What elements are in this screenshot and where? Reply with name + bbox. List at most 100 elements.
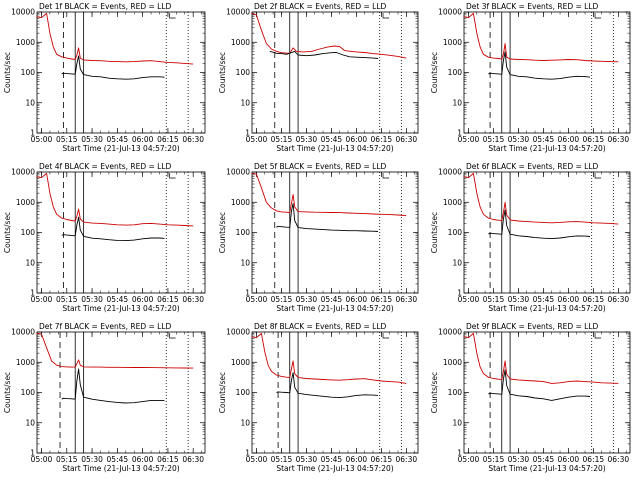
lld-series-line xyxy=(36,332,194,369)
y-tick-label: 1000 xyxy=(16,198,35,207)
corner-marker xyxy=(169,13,176,19)
x-tick-label: 06:30 xyxy=(396,135,418,144)
detector-panel: Det 3f BLACK = Events, RED = LLD 1 10 100 10… xyxy=(430,2,631,153)
detector-panel: Det 7f BLACK = Events, RED = LLD 1 10 100 10… xyxy=(3,322,206,473)
x-tick-label: 05:45 xyxy=(321,455,343,464)
x-tick-label: 05:00 xyxy=(458,295,480,304)
x-axis-label: Start Time (21-Jul-13 04:57:20) xyxy=(488,144,605,153)
lld-series-line xyxy=(463,332,619,384)
x-tick-label: 06:15 xyxy=(157,135,179,144)
x-tick-label: 05:00 xyxy=(31,295,53,304)
y-axis-label: Counts/sec xyxy=(430,212,439,253)
y-tick-label: 10 xyxy=(25,98,35,107)
x-tick-label: 05:00 xyxy=(458,455,480,464)
y-tick-label: 10000 xyxy=(226,8,250,17)
y-tick-label: 10000 xyxy=(438,328,462,337)
y-tick-label: 1000 xyxy=(16,38,35,47)
x-tick-label: 06:30 xyxy=(182,295,204,304)
y-tick-label: 10 xyxy=(25,258,35,267)
y-tick-label: 1000 xyxy=(16,358,35,367)
x-tick-label: 06:15 xyxy=(157,295,179,304)
x-tick-label: 06:30 xyxy=(608,455,630,464)
events-series-line xyxy=(276,372,379,399)
x-tick-label: 05:30 xyxy=(81,135,103,144)
lld-series-line xyxy=(36,12,194,65)
x-tick-label: 05:15 xyxy=(483,135,505,144)
x-tick-label: 06:00 xyxy=(558,455,580,464)
y-tick-label: 1 xyxy=(457,289,462,298)
detector-panel: Det 5f BLACK = Events, RED = LLD 1 10 100 10… xyxy=(218,162,419,313)
x-tick-label: 06:15 xyxy=(371,295,393,304)
y-tick-label: 100 xyxy=(448,228,463,237)
x-tick-label: 06:15 xyxy=(583,455,605,464)
detector-panel: Det 6f BLACK = Events, RED = LLD 1 10 100 10… xyxy=(430,162,631,313)
y-tick-label: 100 xyxy=(236,388,251,397)
events-series-line xyxy=(488,51,591,80)
x-tick-label: 05:15 xyxy=(483,455,505,464)
x-tick-label: 06:00 xyxy=(346,295,368,304)
x-tick-label: 05:15 xyxy=(271,455,293,464)
x-tick-label: 05:00 xyxy=(31,455,53,464)
x-tick-label: 06:30 xyxy=(396,455,418,464)
y-axis-label: Counts/sec xyxy=(430,52,439,93)
panel-title: Det 2f BLACK = Events, RED = LLD xyxy=(254,2,387,11)
y-tick-label: 10000 xyxy=(438,168,462,177)
x-tick-label: 06:00 xyxy=(558,135,580,144)
y-tick-label: 1000 xyxy=(231,198,250,207)
plot-frame xyxy=(251,171,419,294)
y-tick-label: 100 xyxy=(236,228,251,237)
lld-series-line xyxy=(463,172,619,225)
x-axis-label: Start Time (21-Jul-13 04:57:20) xyxy=(276,144,393,153)
lld-series-line xyxy=(251,332,407,384)
y-tick-label: 1 xyxy=(457,449,462,458)
y-tick-label: 10 xyxy=(240,258,250,267)
x-tick-label: 06:00 xyxy=(132,455,154,464)
y-tick-label: 100 xyxy=(236,68,251,77)
x-tick-label: 06:00 xyxy=(346,455,368,464)
y-axis-label: Counts/sec xyxy=(3,52,12,93)
x-tick-label: 05:15 xyxy=(56,135,78,144)
x-tick-label: 06:15 xyxy=(157,455,179,464)
x-tick-label: 06:00 xyxy=(558,295,580,304)
y-tick-label: 10000 xyxy=(226,328,250,337)
y-tick-label: 1000 xyxy=(443,38,462,47)
y-axis-label: Counts/sec xyxy=(3,212,12,253)
events-series-line xyxy=(269,50,379,59)
y-tick-label: 10 xyxy=(452,258,462,267)
y-tick-label: 10 xyxy=(452,98,462,107)
plot-frame xyxy=(36,171,206,294)
panel-title: Det 9f BLACK = Events, RED = LLD xyxy=(466,322,599,331)
x-tick-label: 05:45 xyxy=(321,295,343,304)
corner-marker xyxy=(382,173,390,179)
x-axis-label: Start Time (21-Jul-13 04:57:20) xyxy=(488,464,605,473)
x-tick-label: 05:00 xyxy=(246,135,268,144)
events-series-line xyxy=(488,209,591,240)
lld-series-line xyxy=(251,12,407,59)
y-tick-label: 100 xyxy=(21,388,36,397)
corner-marker xyxy=(594,173,602,179)
detector-panel: Det 2f BLACK = Events, RED = LLD 1 10 100 10… xyxy=(218,2,419,153)
x-tick-label: 06:15 xyxy=(583,135,605,144)
y-tick-label: 1 xyxy=(30,289,35,298)
x-tick-label: 06:15 xyxy=(371,455,393,464)
y-axis-label: Counts/sec xyxy=(430,372,439,413)
lld-series-line xyxy=(463,12,619,63)
plot-frame xyxy=(463,171,631,294)
events-series-line xyxy=(61,368,165,404)
x-tick-label: 06:15 xyxy=(371,135,393,144)
y-tick-label: 1 xyxy=(245,289,250,298)
events-series-line xyxy=(61,55,165,80)
panel-title: Det 6f BLACK = Events, RED = LLD xyxy=(466,162,599,171)
x-tick-label: 05:30 xyxy=(508,295,530,304)
x-tick-label: 05:45 xyxy=(533,135,555,144)
y-tick-label: 100 xyxy=(448,388,463,397)
x-tick-label: 06:00 xyxy=(346,135,368,144)
x-tick-label: 05:30 xyxy=(81,295,103,304)
x-tick-label: 05:30 xyxy=(296,295,318,304)
y-tick-label: 10000 xyxy=(11,8,35,17)
y-axis-label: Counts/sec xyxy=(218,372,227,413)
panel-title: Det 3f BLACK = Events, RED = LLD xyxy=(466,2,599,11)
y-tick-label: 10 xyxy=(452,418,462,427)
y-tick-label: 1 xyxy=(245,449,250,458)
